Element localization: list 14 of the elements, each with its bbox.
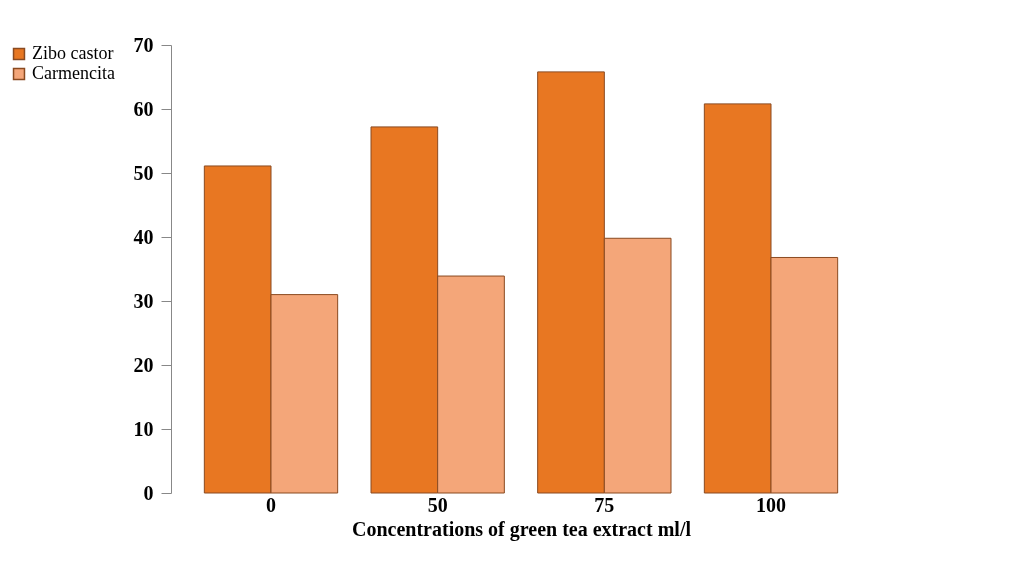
legend-label: Zibo castor <box>32 43 114 63</box>
y-tick-label: 30 <box>133 289 154 312</box>
y-tick-label: 10 <box>133 417 154 440</box>
x-tick-label: 0 <box>266 493 276 516</box>
y-tick-label: 40 <box>133 225 154 248</box>
x-tick-label: 100 <box>756 493 786 516</box>
y-tick-label: 20 <box>133 353 154 376</box>
x-tick-label: 50 <box>427 493 448 516</box>
x-tick-label: 75 <box>594 493 615 516</box>
y-tick-label: 50 <box>133 161 154 184</box>
y-tick-label: 60 <box>133 97 154 120</box>
y-tick-label: 70 <box>133 33 154 56</box>
x-axis-title: Concentrations of green tea extract ml/l <box>352 517 692 541</box>
legend-label: Carmencita <box>32 63 115 83</box>
